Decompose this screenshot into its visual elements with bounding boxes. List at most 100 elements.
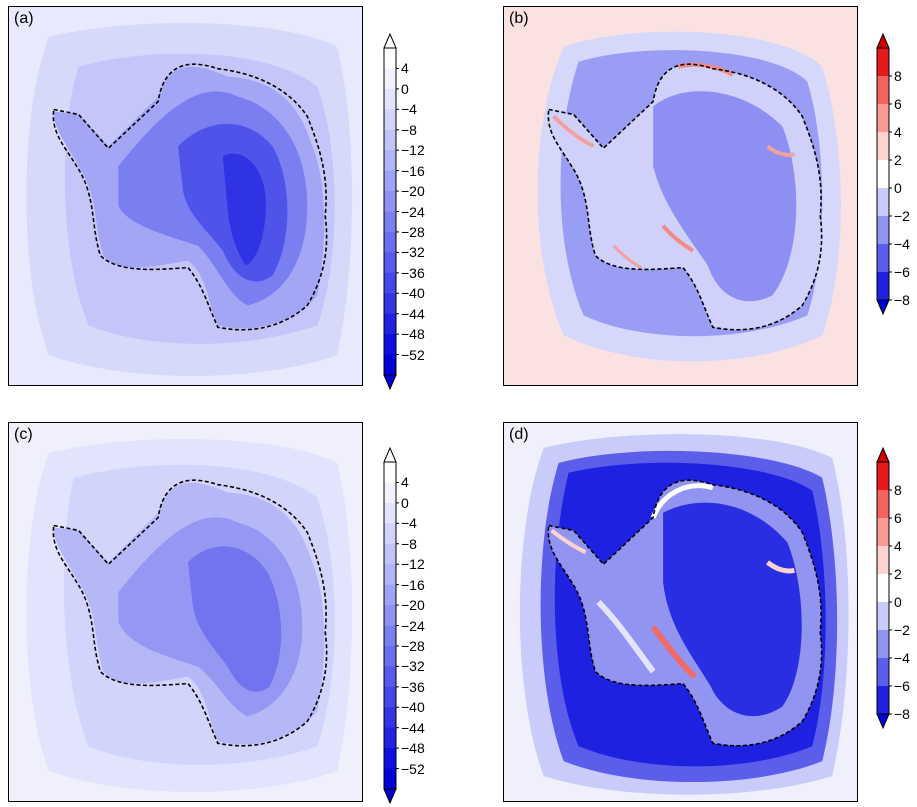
colorbar-tick-label: −20 <box>401 597 425 614</box>
colorbar-graphic <box>383 446 399 805</box>
colorbar-segment <box>877 518 889 547</box>
colorbar-segment <box>877 490 889 519</box>
colorbar-segment <box>384 313 396 335</box>
colorbar-segment <box>877 132 889 161</box>
colorbar-tick-label: −20 <box>401 183 425 200</box>
colorbar-tick-label: 4 <box>401 60 409 77</box>
colorbar-segment <box>384 584 396 606</box>
colorbar-segment <box>877 216 889 245</box>
colorbar-segment <box>384 523 396 545</box>
colorbar-bottom-arrow <box>383 374 397 391</box>
colorbar-segment <box>384 666 396 688</box>
colorbar-segment <box>384 462 396 483</box>
colorbar-tick-label: −8 <box>401 535 417 552</box>
colorbar-segment <box>877 574 889 603</box>
colorbar-segment <box>384 543 396 565</box>
colorbar-top-arrow <box>876 446 890 463</box>
colorbar-tick-label: 0 <box>401 80 409 97</box>
colorbar-tick-label: −4 <box>401 515 417 532</box>
colorbar-segment <box>877 272 889 301</box>
colorbar-segment <box>877 160 889 189</box>
colorbar-segment <box>877 48 889 77</box>
colorbar-segment <box>384 129 396 151</box>
panel-label-d: (d) <box>509 426 529 443</box>
colorbar-bottom-arrow <box>876 299 890 316</box>
colorbar-tick-label: 6 <box>894 510 902 526</box>
colorbar-tick-label: −44 <box>401 305 425 322</box>
colorbar-tick-label: −2 <box>894 208 910 224</box>
colorbar-tick-label: −24 <box>401 617 425 634</box>
colorbar-segment <box>384 482 396 504</box>
colorbar-tick-label: −48 <box>401 740 425 757</box>
colorbar-segment <box>384 48 396 69</box>
colorbar-tick-label: −36 <box>401 678 425 695</box>
colorbar-segment <box>384 625 396 647</box>
colorbar-tick-label: −28 <box>401 223 425 240</box>
colorbar-tick-label: −36 <box>401 264 425 281</box>
colorbar-graphic <box>876 32 892 316</box>
colorbar-tick-label: −16 <box>401 576 425 593</box>
colorbar-segment <box>877 244 889 273</box>
colorbar-segment <box>384 564 396 586</box>
colorbar-tick-label: 0 <box>894 594 902 610</box>
antarctica-anomaly-map-a <box>9 7 362 385</box>
colorbar-segment <box>384 191 396 212</box>
map-panel-c: (c) <box>8 422 363 802</box>
colorbar-segment <box>877 686 889 715</box>
colorbar-segment <box>877 188 889 217</box>
colorbar-segment <box>384 211 396 233</box>
colorbar-segment <box>384 686 396 708</box>
colorbar-tick-label: −12 <box>401 142 425 159</box>
colorbar-segment <box>384 272 396 294</box>
colorbar-segment <box>384 354 396 376</box>
colorbar-tick-label: −32 <box>401 244 425 261</box>
colorbar-segment <box>384 252 396 274</box>
colorbar-segment <box>384 605 396 626</box>
colorbar-segment <box>877 658 889 687</box>
colorbar-bottom-arrow <box>876 713 890 730</box>
colorbar-tick-label: −8 <box>401 121 417 138</box>
colorbar-tick-label: 8 <box>894 68 902 84</box>
coastline-b <box>547 63 823 331</box>
colorbar-tick-label: −4 <box>894 650 910 666</box>
colorbar-tick-label: −6 <box>894 678 910 694</box>
colorbar-segment <box>384 727 396 749</box>
colorbar-tick-label: 4 <box>894 124 902 140</box>
colorbar-top-arrow <box>876 32 890 49</box>
colorbar-segment <box>384 231 396 253</box>
colorbar-tick-label: 0 <box>894 180 902 196</box>
colorbar-tick-label: 8 <box>894 482 902 498</box>
colorbar-tick-label: −4 <box>401 101 417 118</box>
colorbar-tick-label: −32 <box>401 658 425 675</box>
colorbar-tick-label: 2 <box>894 152 902 168</box>
colorbar-graphic <box>876 446 892 730</box>
colorbar-tick-label: −4 <box>894 236 910 252</box>
coastline-c <box>52 479 328 747</box>
colorbar-tick-label: −8 <box>894 706 910 722</box>
panel-label-b: (b) <box>509 10 529 27</box>
colorbar-segment <box>384 88 396 110</box>
colorbar-segment <box>384 645 396 667</box>
panel-label-a: (a) <box>14 10 34 27</box>
antarctica-anomaly-map-d <box>504 423 857 801</box>
map-panel-b: (b) <box>503 6 858 386</box>
colorbar-tick-label: 4 <box>401 474 409 491</box>
colorbar-segment <box>877 630 889 659</box>
panel-label-c: (c) <box>14 426 33 443</box>
colorbar-segment <box>384 109 396 131</box>
colorbar-tick-label: 2 <box>894 566 902 582</box>
map-panel-d: (d) <box>503 422 858 802</box>
colorbar-tick-label: 4 <box>894 538 902 554</box>
colorbar-b: 8 6 4 2 0 −2 −4 −6 −8 <box>876 32 916 316</box>
antarctica-anomaly-map-c <box>9 423 362 801</box>
colorbar-tick-label: −12 <box>401 556 425 573</box>
colorbar-tick-label: −6 <box>894 264 910 280</box>
colorbar-segment <box>877 462 889 491</box>
colorbar-tick-label: −28 <box>401 637 425 654</box>
colorbar-graphic <box>383 32 399 391</box>
colorbar-tick-label: 0 <box>401 494 409 511</box>
colorbar-tick-label: −52 <box>401 760 425 777</box>
colorbar-tick-label: −2 <box>894 622 910 638</box>
colorbar-bottom-arrow <box>383 788 397 805</box>
colorbar-segment <box>384 707 396 729</box>
